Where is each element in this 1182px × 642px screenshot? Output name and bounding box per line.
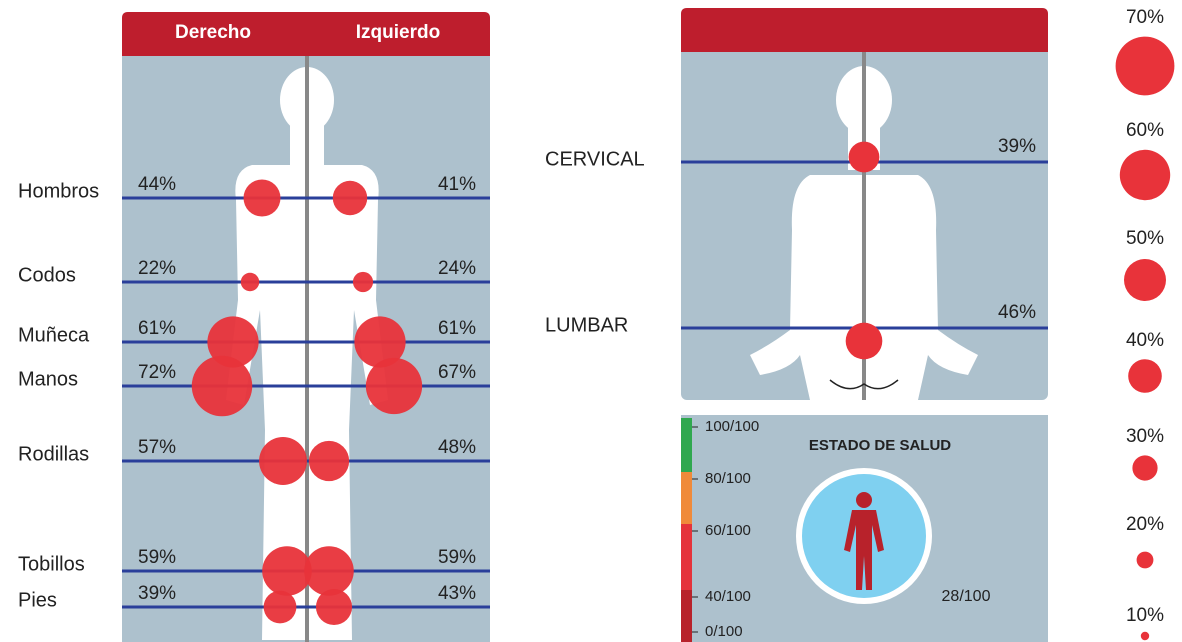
legend-label: 10% [1126,605,1164,626]
region-label: Pies [18,589,57,611]
value-label: 67% [438,362,476,383]
bubble [309,441,349,481]
bubble [846,323,883,360]
health-title: ESTADO DE SALUD [809,437,951,454]
legend-label: 60% [1126,120,1164,141]
scale-label: 0/100 [705,623,743,640]
region-label: Tobillos [18,553,85,575]
health-score: 28/100 [942,588,991,605]
value-label: 41% [438,174,476,195]
bubble [241,273,259,291]
region-label: LUMBAR [545,314,628,336]
region-label: Manos [18,368,78,390]
bubble [333,181,367,215]
value-label: 61% [438,318,476,339]
value-label: 24% [438,258,476,279]
scale-label: 40/100 [705,588,751,605]
legend-bubble [1128,359,1162,393]
legend-label: 30% [1126,426,1164,447]
legend-label: 70% [1126,7,1164,28]
panel-header [681,8,1048,52]
scale-band [681,590,692,642]
legend-bubble [1116,37,1175,96]
header-right: Derecho [175,22,251,43]
value-label: 39% [998,136,1036,157]
legend-bubble [1132,455,1157,480]
bubble [244,180,281,217]
value-label: 57% [138,437,176,458]
scale-band [681,524,692,590]
region-label: Muñeca [18,324,90,346]
infographic: Derecho Izquierdo Hombros Codos Muñeca Mano… [0,0,1182,642]
bubble [366,358,422,414]
legend-bubble [1120,150,1170,200]
bubble [304,546,354,596]
region-label: Codos [18,264,76,286]
value-label: 59% [138,547,176,568]
region-label: CERVICAL [545,148,645,170]
value-label: 22% [138,258,176,279]
scale-label: 80/100 [705,470,751,487]
scale-band [681,418,692,472]
value-label: 44% [138,174,176,195]
bubble [264,591,297,624]
value-label: 72% [138,362,176,383]
header-left: Izquierdo [356,22,440,43]
value-label: 39% [138,583,176,604]
bubble [353,272,373,292]
bubble [259,437,307,485]
value-label: 43% [438,583,476,604]
scale-label: 100/100 [705,418,759,435]
value-label: 46% [998,302,1036,323]
value-label: 59% [438,547,476,568]
bubble [316,589,352,625]
value-label: 61% [138,318,176,339]
region-label: Rodillas [18,443,89,465]
scale-label: 60/100 [705,522,751,539]
region-label: Hombros [18,180,99,202]
legend-label: 40% [1126,330,1164,351]
legend-label: 50% [1126,228,1164,249]
value-label: 48% [438,437,476,458]
legend-bubble [1124,259,1166,301]
legend-bubble [1137,552,1154,569]
bubble [849,142,880,173]
legend-label: 20% [1126,514,1164,535]
bubble [192,356,252,416]
legend-bubble [1141,632,1149,640]
figure-head [856,492,872,508]
scale-band [681,472,692,524]
